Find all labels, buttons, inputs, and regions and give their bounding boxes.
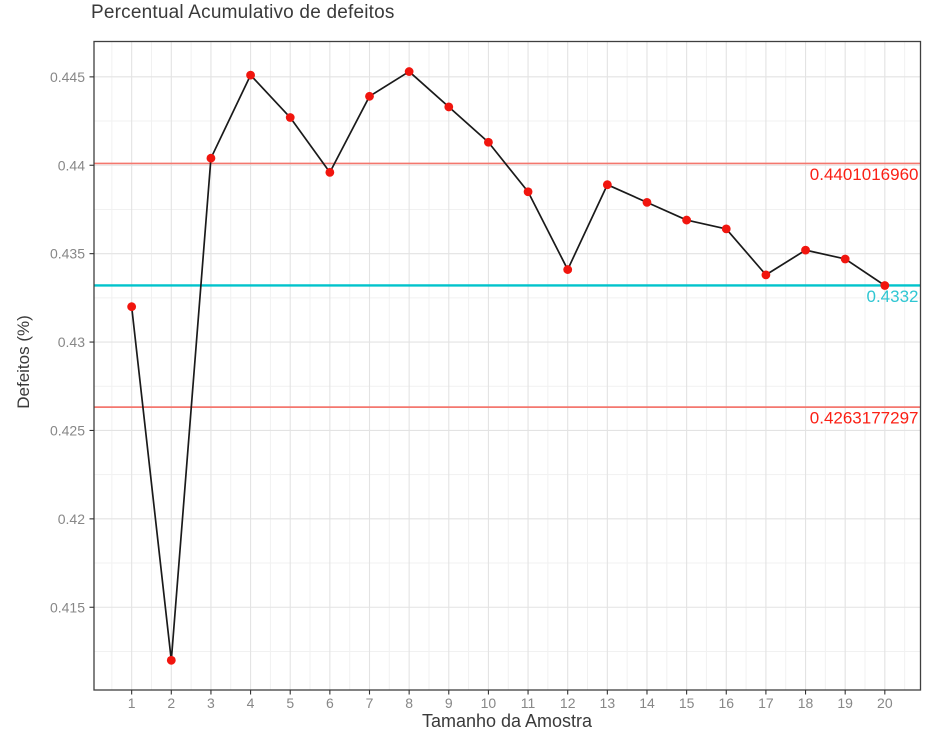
x-tick-label: 2 [167,695,175,711]
chart-title: Percentual Acumulativo de defeitos [91,2,395,23]
y-tick-label: 0.44 [58,157,85,173]
x-tick-label: 1 [128,695,136,711]
x-tick-label: 5 [286,695,294,711]
x-tick-label: 14 [639,695,655,711]
panel-border [93,40,922,691]
x-tick-label: 19 [837,695,853,711]
x-tick-label: 8 [405,695,413,711]
data-point [563,265,573,274]
x-tick-label: 16 [718,695,734,711]
x-tick-label: 13 [600,695,616,711]
data-point [761,270,771,280]
x-tick-label: 7 [366,695,374,711]
data-point [246,70,255,80]
x-tick-label: 4 [247,695,255,711]
x-tick-label: 20 [877,695,893,711]
x-tick-label: 12 [560,695,576,711]
data-point [602,180,612,190]
x-tick-label: 10 [481,695,497,711]
data-point [285,113,295,122]
data-point [801,245,810,255]
y-tick-label: 0.42 [58,511,85,527]
y-tick-label: 0.43 [58,334,85,350]
upper-reference-line-label: 0.4401016960 [810,165,919,184]
x-tick-label: 18 [798,695,814,711]
y-tick-label: 0.435 [50,246,85,262]
y-tick-label: 0.425 [50,422,85,438]
x-tick-label: 17 [758,695,774,711]
data-point [523,187,533,197]
data-point [642,197,652,207]
data-point [444,102,454,112]
data-point [721,224,731,234]
data-point [325,167,335,177]
x-tick-label: 11 [521,695,536,711]
data-point [682,215,692,225]
x-tick-label: 15 [679,695,695,711]
center-reference-line-label: 0.4332 [867,287,919,306]
data-point [840,254,850,264]
y-tick-label: 0.415 [50,599,85,615]
data-point [166,655,176,665]
y-tick-label: 0.445 [50,69,85,85]
lower-reference-line-label: 0.4263177297 [810,409,919,428]
x-axis-title: Tamanho da Amostra [421,711,593,731]
data-point [484,137,493,147]
panel-background [94,41,921,690]
data-point [404,67,414,76]
x-tick-label: 3 [207,695,215,711]
data-point [365,91,374,101]
data-point [206,153,216,163]
x-tick-label: 9 [445,695,453,711]
data-line [130,70,886,662]
x-tick-label: 6 [326,695,334,711]
data-point [880,281,890,290]
data-point [127,302,137,312]
